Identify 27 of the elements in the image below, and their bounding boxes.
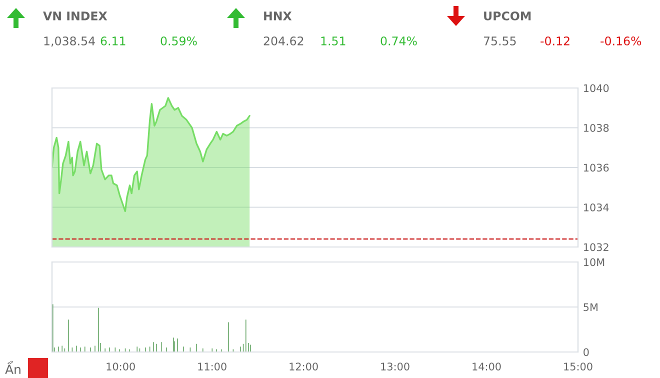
text: 0.74% — [380, 36, 417, 46]
y-tick-label: 10M — [584, 258, 604, 266]
text: 0.59% — [160, 36, 197, 46]
text: VN INDEX — [43, 12, 108, 20]
text: Ẩn — [5, 360, 20, 374]
y-tick-label: 0 — [584, 348, 589, 356]
y-tick-label: 1034 — [584, 203, 609, 212]
text: 75.55 — [484, 36, 516, 46]
text: UPCOM — [484, 11, 531, 20]
text: HNX — [264, 12, 292, 20]
x-tick-label: 15:00 — [564, 362, 592, 370]
x-tick-label: 13:00 — [381, 362, 410, 370]
y-tick-label: 1038 — [584, 124, 609, 132]
y-tick-label: 1032 — [584, 243, 608, 252]
x-tick-label: 11:00 — [198, 362, 226, 370]
y-tick-label: 1036 — [584, 164, 609, 172]
text: 1.51 — [321, 36, 346, 46]
text: -0.16% — [600, 36, 642, 46]
text: 1,038.54 — [44, 36, 95, 47]
x-tick-label: 12:00 — [290, 362, 318, 370]
x-tick-label: 10:00 — [106, 362, 135, 370]
y-tick-label: 5M — [584, 303, 598, 312]
text: 204.62 — [264, 36, 304, 46]
text: -0.12 — [540, 36, 570, 46]
x-tick-label: 14:00 — [472, 362, 501, 370]
text: 6.11 — [100, 36, 126, 46]
y-tick-label: 1040 — [584, 84, 609, 92]
